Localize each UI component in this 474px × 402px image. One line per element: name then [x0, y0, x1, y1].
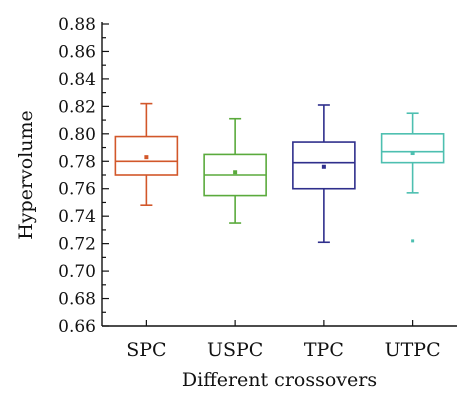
- mean-marker: [233, 170, 238, 175]
- x-tick-label: TPC: [304, 339, 344, 361]
- y-tick-label: 0.84: [58, 70, 96, 90]
- y-tick-label: 0.66: [58, 317, 96, 337]
- y-tick-label: 0.68: [58, 290, 96, 310]
- iqr-box: [114, 135, 179, 176]
- box-series: [114, 102, 445, 244]
- y-tick-label: 0.70: [58, 262, 96, 282]
- y-tick-label: 0.86: [58, 42, 96, 62]
- x-tick-label: USPC: [207, 339, 263, 361]
- y-tick-label: 0.76: [58, 180, 96, 200]
- iqr-box: [292, 141, 356, 190]
- y-tick-label: 0.72: [58, 235, 96, 255]
- x-axis: SPC USPC TPC UTPC: [102, 320, 457, 361]
- box-utpc: [380, 112, 445, 243]
- box-spc: [114, 102, 179, 206]
- box-tpc: [292, 104, 356, 244]
- iqr-box: [380, 133, 445, 164]
- mean-marker: [321, 164, 326, 169]
- x-axis-title: Different crossovers: [182, 369, 377, 391]
- y-tick-label: 0.78: [58, 152, 96, 172]
- x-tick-label: UTPC: [385, 339, 441, 361]
- y-axis-title: Hypervolume: [15, 110, 37, 240]
- y-tick-label: 0.88: [58, 15, 96, 35]
- x-tick-label: SPC: [126, 339, 166, 361]
- mean-marker: [144, 155, 149, 160]
- y-axis: 0.66 0.68 0.70 0.72 0.74 0.76 0.78 0.80 0.82 0.84…: [58, 15, 109, 337]
- y-tick-label: 0.80: [58, 125, 96, 145]
- outlier-point: [411, 239, 415, 243]
- mean-marker: [410, 151, 415, 156]
- y-tick-label: 0.74: [58, 207, 96, 227]
- box-uspc: [203, 117, 267, 224]
- y-tick-label: 0.82: [58, 97, 96, 117]
